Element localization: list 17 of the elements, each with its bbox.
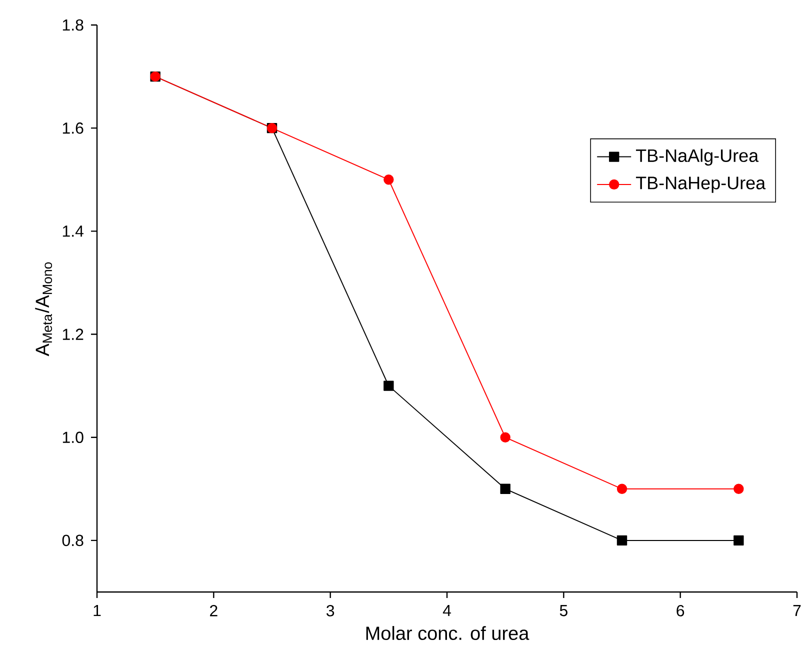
x-tick-label: 5 xyxy=(560,605,568,616)
y-tick-label: 1.4 xyxy=(62,226,84,237)
x-tick-label: 6 xyxy=(676,605,684,616)
x-tick-label: 4 xyxy=(442,605,451,616)
legend-label: TB-NaHep-Urea xyxy=(636,176,766,193)
y-tick-label: 1.2 xyxy=(62,328,84,340)
x-tick-label: 1 xyxy=(94,605,101,616)
x-axis-title: Molar conc. of urea xyxy=(366,626,530,640)
y-tick-label: 1.0 xyxy=(62,432,84,444)
y-axis-title: A$_{Meta}$/A$_{Mono}$ xyxy=(35,262,52,356)
y-tick-label: 0.8 xyxy=(62,534,84,546)
y-tick-label: 1.8 xyxy=(62,19,84,31)
x-tick-label: 7 xyxy=(793,605,801,616)
x-tick-label: 3 xyxy=(326,605,334,616)
legend-label: TB-NaAlg-Urea xyxy=(636,148,759,166)
y-tick-label: 1.6 xyxy=(62,122,84,134)
x-tick-label: 2 xyxy=(210,605,218,616)
